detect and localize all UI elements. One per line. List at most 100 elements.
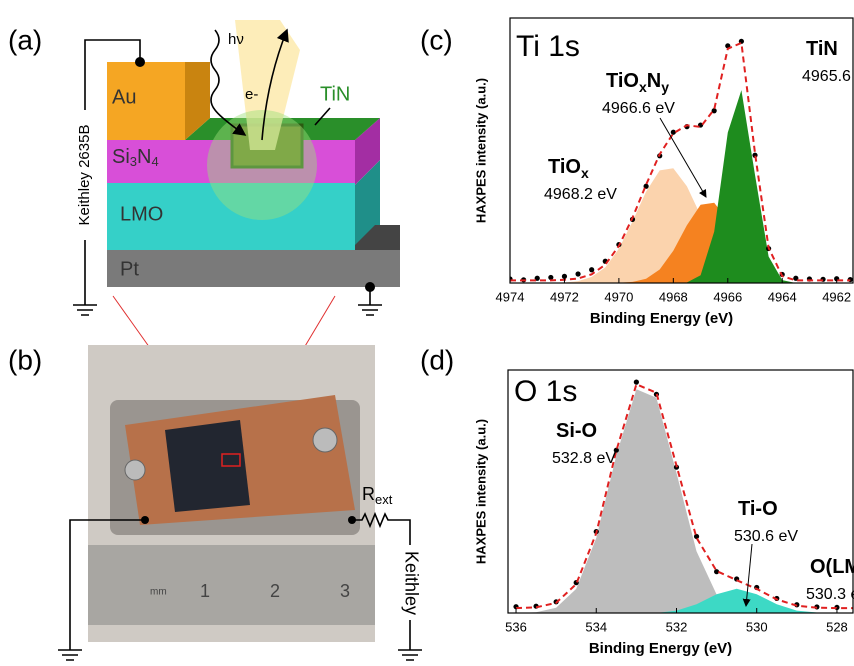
zoom-box: [221, 453, 241, 467]
peak-energy: 4966.6 eV: [602, 100, 675, 117]
x-tick-label: 4964: [768, 289, 797, 304]
peak-energy: 4965.6 eV: [802, 68, 854, 85]
x-tick-label: 4962: [822, 289, 851, 304]
data-point: [714, 569, 720, 575]
photon-label: hν: [228, 31, 244, 48]
screw: [312, 427, 338, 453]
pt-top: [350, 225, 400, 255]
peak-name: O(LMO): [810, 556, 854, 578]
panel-letter: (a): [8, 24, 42, 55]
ground: [358, 287, 382, 316]
au-pad: [107, 62, 185, 140]
panel-letter: (b): [8, 344, 42, 375]
x-tick-label: 4968: [659, 289, 688, 304]
panel-letter: (c): [420, 24, 453, 55]
si3n4-side: [355, 118, 380, 185]
annotation-arrow: [659, 117, 707, 198]
component-area: [510, 168, 851, 283]
peak-name-part: x: [581, 165, 589, 181]
fit-envelope: [510, 41, 851, 282]
peak-energy: 530.6 eV: [734, 528, 798, 545]
electron-label: e-: [245, 86, 258, 103]
si3n4-label: Si3N4: [112, 146, 159, 169]
label-bg: [76, 110, 94, 240]
plot-frame: [509, 17, 854, 284]
schematic: (a) hν e- Au Si3N4 LMO Pt TiN Keithley 2…: [8, 20, 400, 456]
component-area: [516, 389, 853, 613]
data-point: [643, 183, 649, 189]
meter-label: Keithley: [401, 551, 421, 615]
x-tick-label: 534: [585, 619, 607, 634]
panel-letter: (d): [420, 344, 454, 375]
component-area: [516, 588, 853, 613]
data-point: [561, 273, 568, 279]
data-point: [670, 129, 676, 135]
chip: [165, 420, 250, 512]
plot: [513, 379, 853, 613]
chart-title: O 1s: [514, 375, 577, 408]
tin-pointer: [314, 107, 331, 126]
ruler-label: 2: [270, 581, 280, 601]
plot: [510, 38, 853, 283]
x-axis-label: Binding Energy (eV): [589, 640, 732, 657]
peak-name: TiN: [806, 38, 838, 60]
x-axis-label: Binding Energy (eV): [590, 310, 733, 327]
x-tick-label: 530: [746, 619, 768, 634]
peak-name: TiOx: [548, 156, 589, 180]
au-label: Au: [112, 86, 136, 108]
ground: [73, 304, 97, 316]
data-point: [693, 533, 700, 540]
tin-label: TiN: [320, 83, 350, 105]
annotation-arrow: [742, 543, 753, 607]
screw: [124, 459, 146, 481]
device-photo: (b) mm 1 2 3 Rext Keithley: [8, 344, 422, 661]
probe-volume: [207, 110, 317, 220]
data-point: [589, 267, 595, 273]
x-tick-label: 4974: [496, 289, 525, 304]
y-axis-label: HAXPES intensity (a.u.): [473, 78, 488, 223]
resistor-label: Rext: [362, 484, 393, 508]
peak-energy: 532.8 eV: [552, 450, 616, 467]
data-point: [711, 108, 717, 114]
photoelectron-cone: [235, 20, 300, 150]
peak-energy: 530.3 eV: [806, 586, 854, 603]
x-tick-label: 528: [826, 619, 848, 634]
component-area: [510, 202, 851, 283]
peak-name: TiOxNy: [606, 70, 669, 94]
peak-energy: 4968.2 eV: [544, 186, 617, 203]
x-tick-label: 4966: [713, 289, 742, 304]
peak-name-part: y: [661, 79, 669, 95]
ruler-label: mm: [150, 587, 167, 598]
data-point: [575, 271, 581, 277]
fit-envelope: [515, 382, 853, 610]
peak-name-part: O(LMO): [810, 556, 854, 578]
data-point: [633, 379, 639, 385]
x-tick-label: 532: [666, 619, 688, 634]
peak-name-part: N: [647, 70, 661, 92]
pt-layer: [107, 250, 400, 287]
pt-label: Pt: [120, 258, 139, 280]
ruler: [88, 545, 375, 625]
ruler-label: 3: [340, 581, 350, 601]
y-axis-label: HAXPES intensity (a.u.): [473, 419, 488, 564]
x-tick-label: 4970: [604, 289, 633, 304]
peak-name-part: Si-O: [556, 420, 597, 442]
lmo-label: LMO: [120, 203, 163, 225]
x-tick-label: 536: [505, 619, 527, 634]
wire: [58, 519, 145, 661]
peak-name-part: TiO: [606, 70, 639, 92]
ruler-label: 1: [200, 581, 210, 601]
electron-arrow: [261, 28, 289, 141]
peak-name-part: x: [639, 79, 647, 95]
lmo-layer: [107, 183, 355, 250]
peak-name-part: TiO: [548, 156, 581, 178]
data-point: [613, 447, 619, 453]
au-side: [185, 62, 210, 140]
photon-arrow: [210, 29, 247, 136]
source-label: Keithley 2635B: [76, 125, 93, 226]
data-point: [548, 274, 554, 281]
peak-name: Si-O: [556, 420, 597, 442]
plot-frame: [507, 369, 854, 614]
x-tick-label: 4972: [550, 289, 579, 304]
